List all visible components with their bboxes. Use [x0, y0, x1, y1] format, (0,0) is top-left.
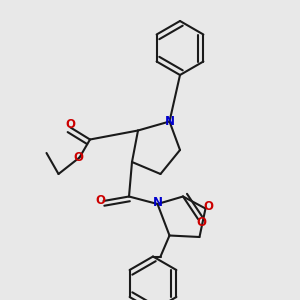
Text: N: N	[164, 115, 175, 128]
Text: O: O	[95, 194, 106, 208]
Text: O: O	[73, 151, 83, 164]
Text: O: O	[196, 215, 206, 229]
Text: N: N	[152, 196, 163, 209]
Text: O: O	[203, 200, 214, 214]
Text: O: O	[65, 118, 76, 131]
